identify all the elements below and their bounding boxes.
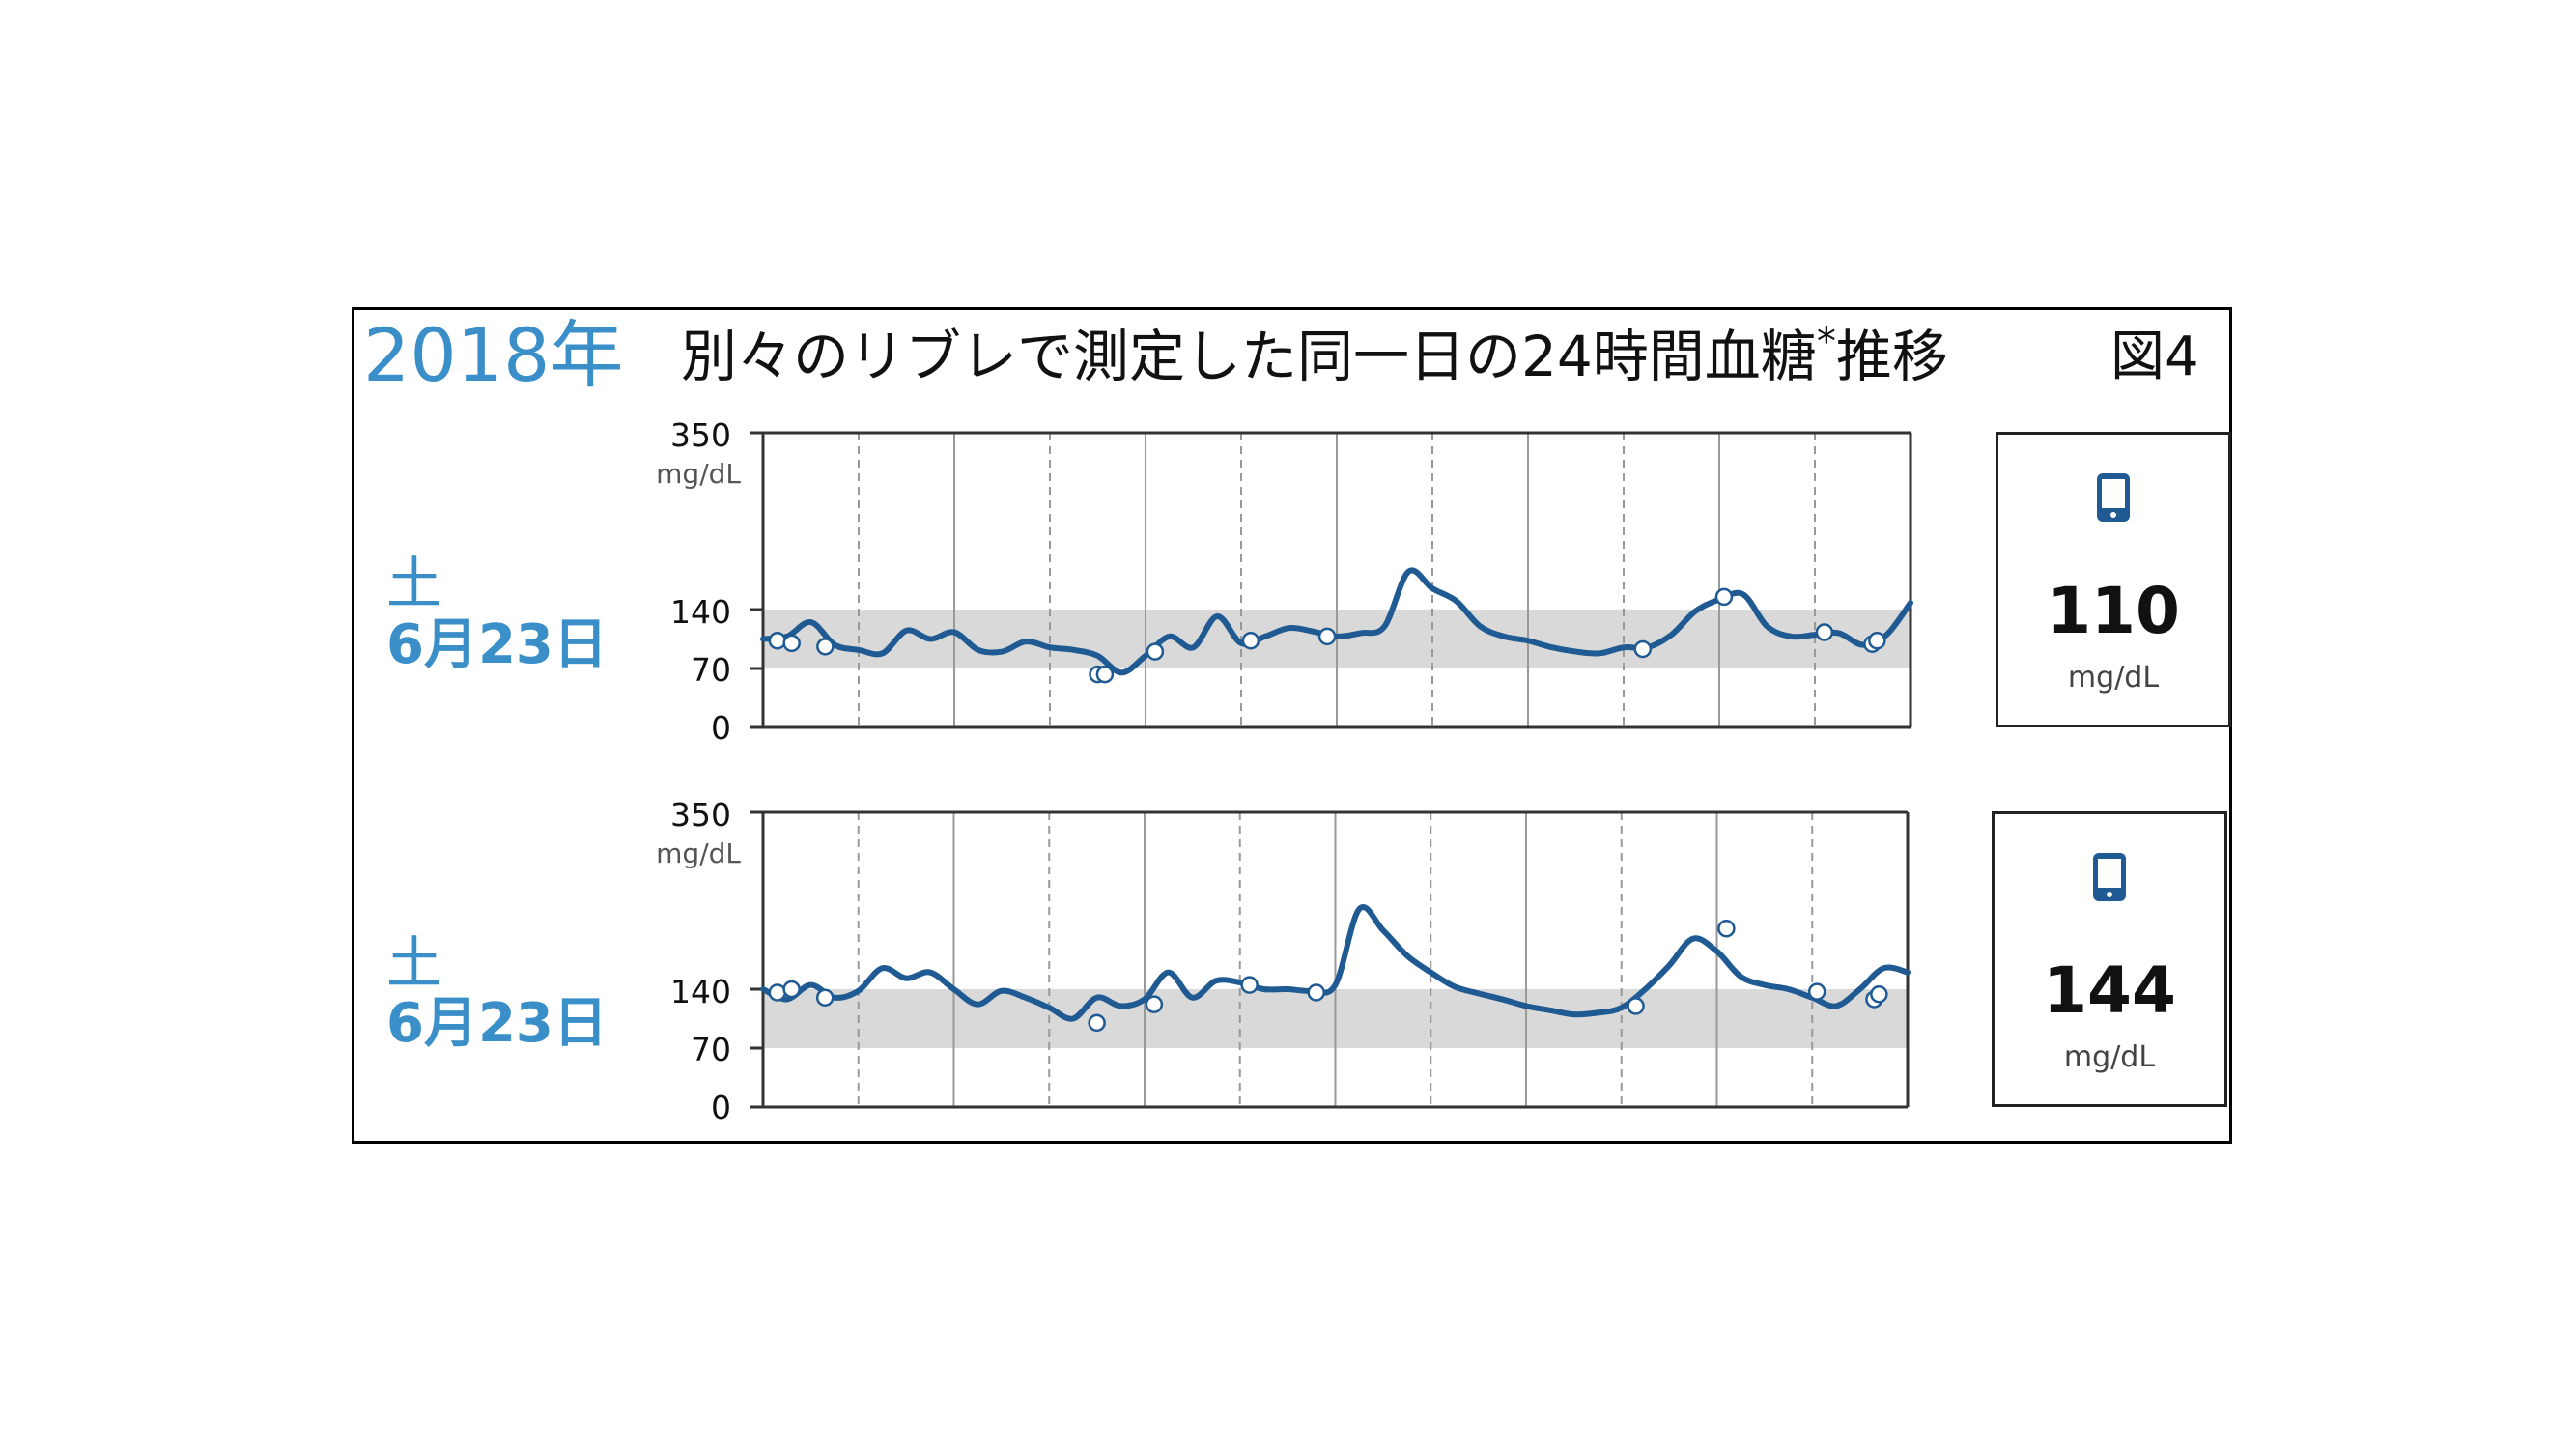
phone-icon (2097, 473, 2130, 522)
scan-point (782, 980, 801, 999)
scan-point (1714, 587, 1734, 607)
current-glucose-value: 110 (2047, 574, 2180, 648)
scan-point (768, 631, 787, 650)
scan-point (768, 983, 787, 1002)
y-tick-0: 0 (711, 1089, 731, 1126)
scan-point (1145, 995, 1164, 1013)
y-tick-70: 70 (691, 1031, 731, 1068)
y-tick-0: 0 (711, 709, 731, 747)
scan-point (815, 988, 835, 1007)
glucose-plot-1: 350 mg/dL 140 70 0 (656, 416, 1913, 747)
scan-point (1870, 984, 1888, 1004)
scan-point (1627, 997, 1645, 1015)
phone-icon (2093, 853, 2126, 901)
y-unit-label: mg/dL (656, 838, 741, 869)
reading-card: 110 mg/dL (1996, 432, 2231, 727)
glucose-plot-2: 350 mg/dL 140 70 0 (656, 796, 1911, 1126)
y-unit-label: mg/dL (656, 458, 741, 490)
scan-point (1868, 631, 1886, 650)
glucose-line (760, 904, 1911, 1022)
scan-point (1240, 976, 1259, 994)
day-of-week-label: 土 (386, 930, 443, 996)
current-glucose-value: 144 (2043, 953, 2176, 1028)
y-tick-140: 140 (670, 593, 731, 631)
figure-title: 別々のリブレで測定した同一日の24時間血糖*推移 (681, 323, 1948, 384)
title-suffix: 推移 (1835, 324, 1948, 389)
y-max-tick: 350 (670, 416, 731, 454)
scan-point (1146, 642, 1165, 661)
scan-point (1317, 627, 1337, 646)
scan-point (1088, 1013, 1106, 1033)
scan-point (1815, 623, 1834, 641)
scan-point (1807, 982, 1826, 1001)
y-tick-140: 140 (670, 973, 731, 1010)
scan-point (1633, 639, 1653, 659)
current-glucose-unit: mg/dL (2067, 661, 2160, 695)
title-text: 別々のリブレで測定した同一日の24時間血糖 (681, 324, 1817, 389)
scan-point (1095, 665, 1115, 684)
scan-point (1241, 631, 1260, 650)
current-glucose-unit: mg/dL (2063, 1040, 2156, 1074)
y-tick-70: 70 (691, 651, 731, 689)
date-label: 6月23日 (386, 992, 608, 1055)
figure-number: 図4 (2110, 326, 2199, 388)
day-of-week-label: 土 (386, 551, 443, 616)
reading-card: 144 mg/dL (1992, 811, 2227, 1107)
date-label: 6月23日 (386, 613, 608, 676)
scan-point (1717, 920, 1736, 938)
scan-point (782, 634, 801, 653)
scan-point (1307, 983, 1325, 1002)
scan-point (816, 638, 835, 656)
y-max-tick: 350 (670, 796, 731, 834)
title-marker: * (1816, 320, 1836, 364)
year-label: 2018年 (363, 312, 624, 398)
